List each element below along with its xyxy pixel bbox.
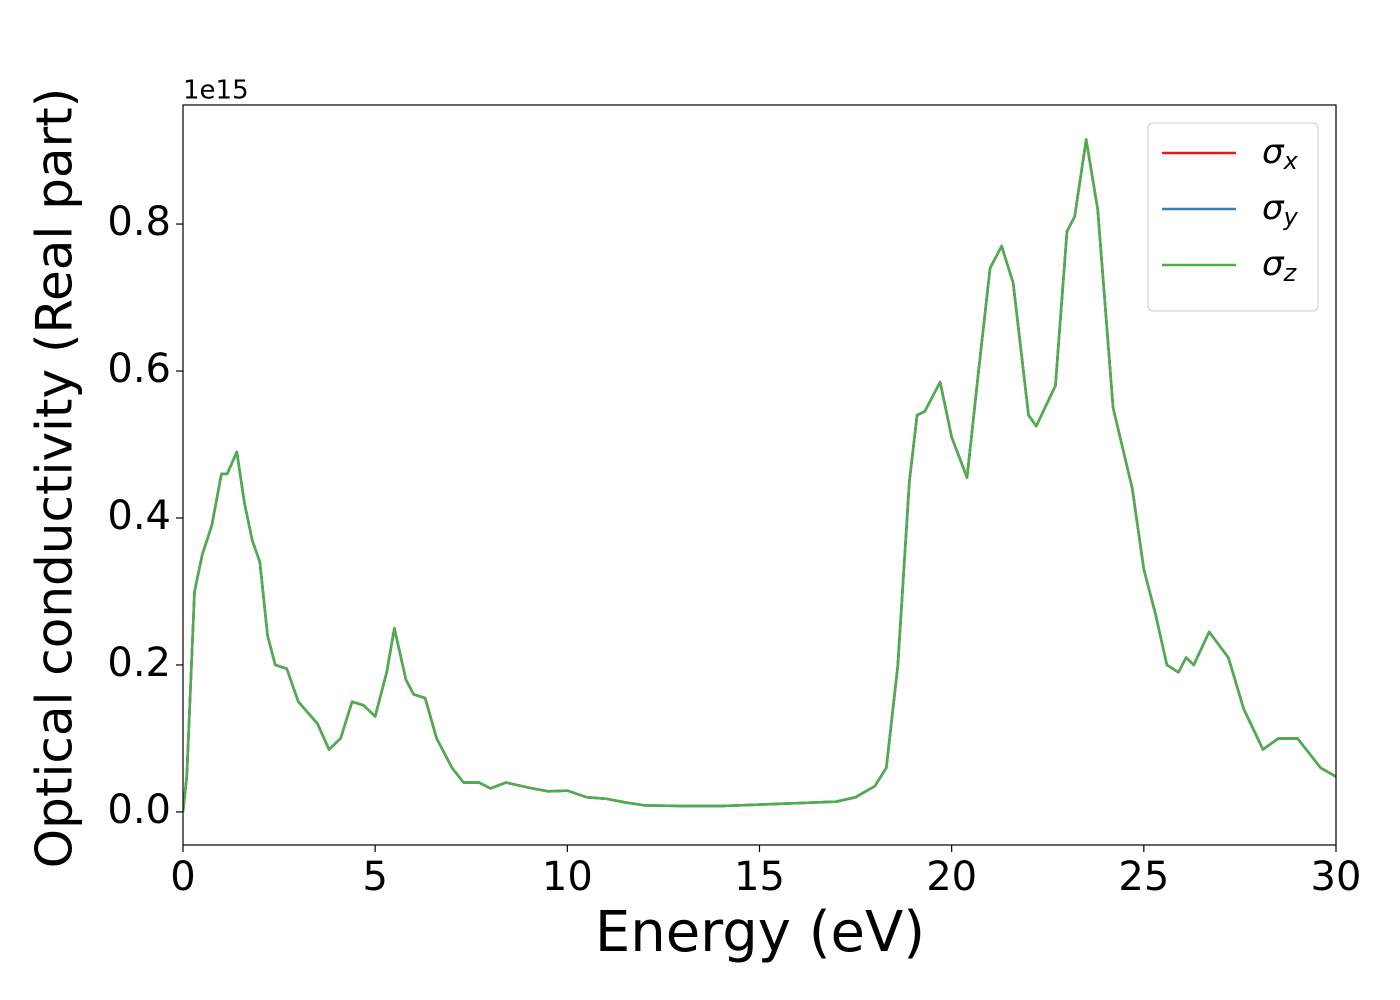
y-offset-label: 1e15: [183, 76, 249, 106]
series-line: [183, 138, 1336, 813]
legend-label: σz: [1262, 244, 1298, 288]
x-tick-label: 10: [542, 854, 593, 900]
x-tick-label: 15: [734, 854, 785, 900]
x-tick-label: 30: [1311, 854, 1362, 900]
y-tick-label: 0.2: [107, 640, 171, 686]
x-tick-label: 25: [1118, 854, 1169, 900]
x-tick-label: 0: [170, 854, 195, 900]
y-axis-label: Optical conductivity (Real part): [26, 88, 84, 869]
x-axis-label: Energy (eV): [595, 900, 925, 965]
y-tick-label: 0.6: [107, 346, 171, 392]
x-tick-label: 5: [362, 854, 387, 900]
y-tick-label: 0.8: [107, 199, 171, 245]
x-tick-label: 20: [926, 854, 977, 900]
legend-label: σy: [1262, 188, 1299, 232]
legend-label: σx: [1262, 132, 1299, 176]
y-tick-label: 0.4: [107, 493, 171, 539]
y-tick-label: 0.0: [107, 787, 171, 833]
plot-frame: [182, 104, 1337, 846]
